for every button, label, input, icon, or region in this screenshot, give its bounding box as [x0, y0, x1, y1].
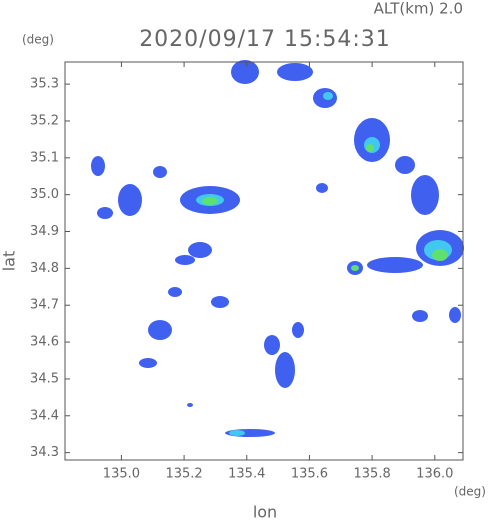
y-tick-label: 34.4 — [30, 408, 59, 423]
y-tick-label: 35.3 — [30, 77, 59, 92]
plot-frame — [64, 61, 464, 461]
x-tick-label: 135.6 — [291, 467, 328, 482]
y-tick-label: 34.8 — [30, 261, 59, 276]
echoes — [91, 60, 464, 437]
y-unit: (deg) — [22, 33, 54, 47]
x-unit: (deg) — [454, 485, 486, 499]
y-tick-label: 35.1 — [30, 150, 59, 165]
chart-title: 2020/09/17 15:54:31 — [139, 27, 391, 52]
y-tick-label: 35.0 — [30, 187, 59, 202]
y-tick-label: 35.2 — [30, 113, 59, 128]
y-tick-label: 34.9 — [30, 224, 59, 239]
x-tick-label: 136.0 — [416, 467, 453, 482]
y-tick-label: 34.5 — [30, 371, 59, 386]
y-tick-label: 34.7 — [30, 298, 59, 313]
x-tick-label: 135.0 — [103, 467, 140, 482]
x-tick-label: 135.2 — [165, 467, 202, 482]
x-tick-label: 135.8 — [354, 467, 391, 482]
altitude-label: ALT(km) 2.0 — [374, 0, 463, 18]
x-axis-label: lon — [253, 503, 277, 521]
x-tick-label: 135.4 — [228, 467, 265, 482]
y-axis-label: lat — [0, 251, 19, 272]
y-tick-label: 34.3 — [30, 445, 59, 460]
y-tick-label: 34.6 — [30, 335, 59, 350]
